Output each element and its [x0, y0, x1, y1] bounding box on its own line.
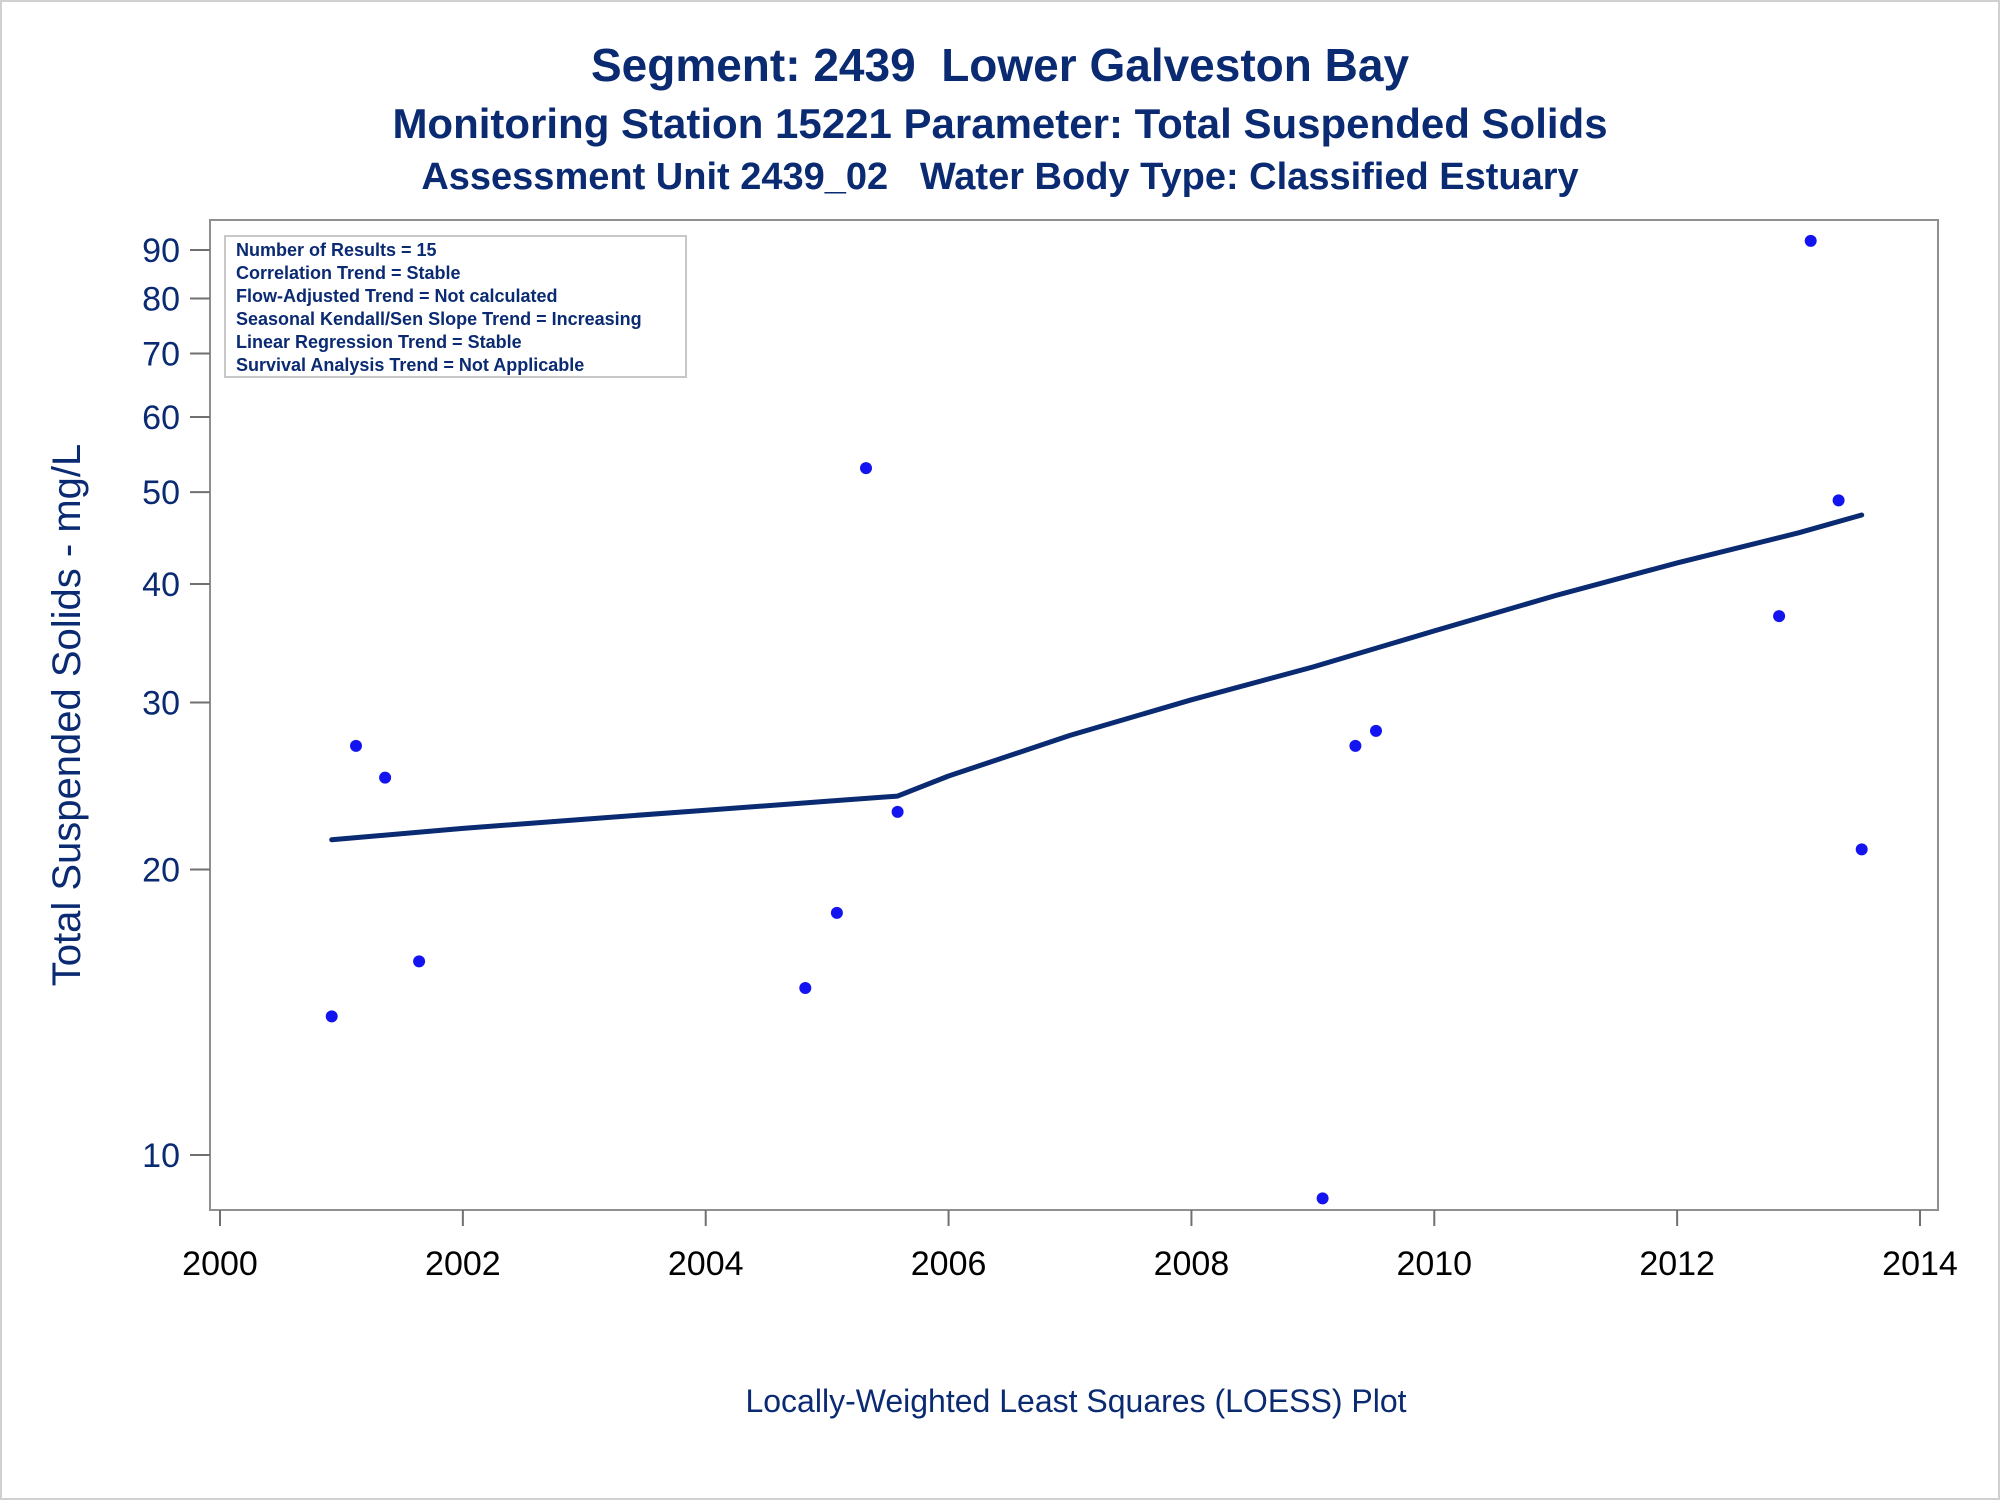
- y-tick-label: 40: [142, 566, 180, 604]
- data-point: [1773, 610, 1786, 623]
- x-tick-label: 2004: [668, 1245, 744, 1283]
- plot-area: [209, 219, 1939, 1211]
- x-tick-label: 2002: [425, 1245, 501, 1283]
- y-tick-label: 80: [142, 281, 180, 319]
- y-tick-label: 30: [142, 685, 180, 723]
- stats-line: Number of Results = 15: [236, 240, 437, 260]
- data-point: [830, 906, 843, 919]
- data-point: [1370, 724, 1382, 737]
- data-point: [1855, 843, 1868, 856]
- y-tick-label: 10: [142, 1137, 180, 1175]
- data-point: [379, 771, 392, 784]
- stats-line: Correlation Trend = Stable: [236, 263, 461, 283]
- loess-line: [329, 512, 1865, 843]
- data-point: [1316, 1192, 1329, 1205]
- x-tick-label: 2010: [1396, 1245, 1472, 1283]
- y-axis: 10 20 30 40 50 60 70 80 90: [142, 232, 210, 1175]
- y-tick-label: 90: [142, 232, 180, 270]
- data-point: [413, 955, 426, 968]
- x-tick-label: 2006: [911, 1245, 987, 1283]
- y-tick-label: 20: [142, 852, 180, 890]
- stats-box-frame: [224, 235, 687, 378]
- x-tick-label: 2008: [1154, 1245, 1230, 1283]
- data-point: [1349, 739, 1362, 752]
- chart-subtitle: Monitoring Station 15221 Parameter: Tota…: [392, 100, 1608, 147]
- y-tick-label: 50: [142, 474, 180, 512]
- data-point: [799, 982, 812, 994]
- chart-subtitle-2: Assessment Unit 2439_02 Water Body Type:…: [421, 156, 1579, 198]
- data-point: [891, 805, 904, 818]
- stats-box: Number of Results = 15 Correlation Trend …: [224, 235, 687, 378]
- stats-line: Flow-Adjusted Trend = Not calculated: [236, 286, 558, 306]
- x-tick-label: 2012: [1639, 1245, 1715, 1283]
- data-point: [1832, 494, 1845, 507]
- x-tick-label: 2014: [1882, 1245, 1958, 1283]
- stats-line: Seasonal Kendall/Sen Slope Trend = Incre…: [236, 309, 642, 329]
- y-tick-label: 70: [142, 336, 180, 374]
- stats-line: Survival Analysis Trend = Not Applicable: [236, 355, 584, 375]
- chart-footnote: Locally-Weighted Least Squares (LOESS) P…: [745, 1383, 1406, 1419]
- y-axis-label: Total Suspended Solids - mg/L: [45, 444, 89, 987]
- data-point: [325, 1010, 338, 1023]
- chart-title: Segment: 2439 Lower Galveston Bay: [590, 39, 1410, 91]
- x-tick-label: 2000: [182, 1245, 258, 1283]
- x-axis: 2000 2002 2004 2006 2008 2010 2012 2014: [182, 1210, 1958, 1283]
- data-points: [325, 234, 1868, 1205]
- data-point: [860, 462, 872, 475]
- data-point: [350, 739, 362, 752]
- stats-line: Linear Regression Trend = Stable: [236, 332, 522, 352]
- data-point: [1804, 234, 1817, 247]
- y-tick-label: 60: [142, 399, 180, 437]
